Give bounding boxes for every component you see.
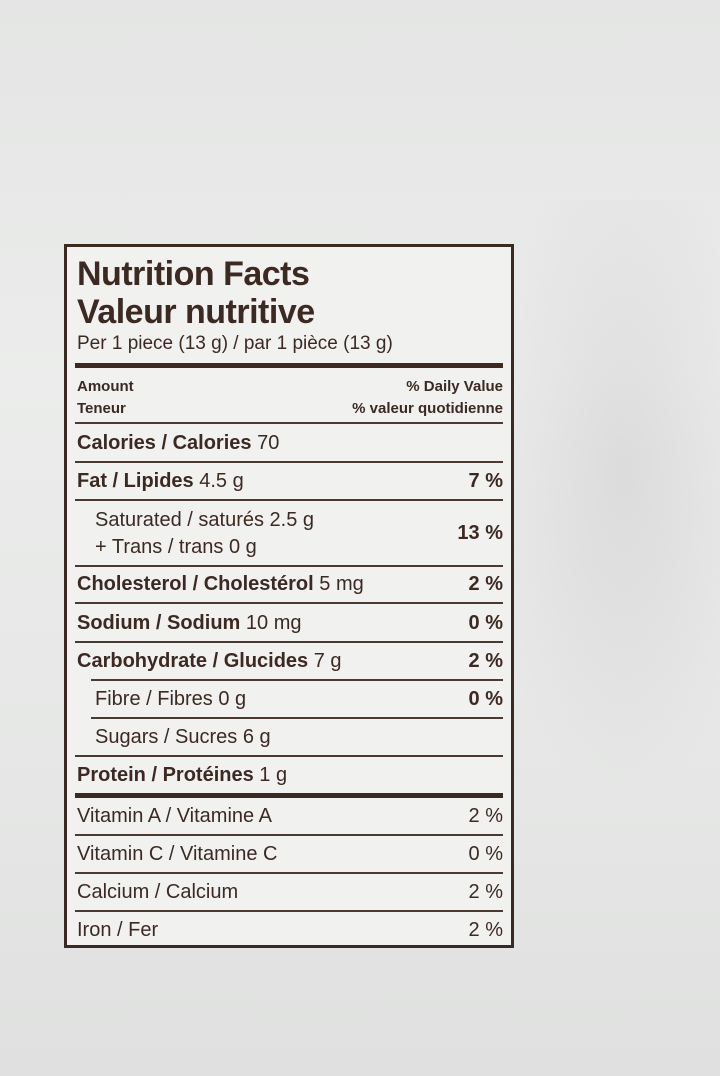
divider <box>75 461 503 463</box>
carbohydrate-value: 7 g <box>313 650 342 672</box>
saturated-label: Saturated / saturés <box>95 509 264 531</box>
sugars-value: 6 g <box>242 726 271 748</box>
amount-header: Amount Teneur <box>77 376 134 420</box>
divider <box>75 834 503 836</box>
divider <box>75 755 503 757</box>
background-shadow <box>480 200 720 800</box>
iron-label: Iron / Fer <box>77 919 159 941</box>
calories-label: Calories / Calories <box>77 432 252 454</box>
nutrition-facts-table: Nutrition Facts Valeur nutritive Per 1 p… <box>64 244 514 948</box>
calcium-label: Calcium / Calcium <box>77 881 239 903</box>
divider <box>75 872 503 874</box>
sat-trans-dv: 13 % <box>457 522 503 544</box>
divider-thick <box>75 363 503 368</box>
carbohydrate-dv: 2 % <box>468 650 503 672</box>
cholesterol-dv: 2 % <box>468 573 503 595</box>
divider-thick <box>75 793 503 798</box>
sodium-dv: 0 % <box>468 612 503 634</box>
divider <box>75 910 503 912</box>
daily-value-header-fr: % valeur quotidienne <box>352 400 503 417</box>
iron-dv: 2 % <box>468 919 503 941</box>
divider <box>91 717 503 719</box>
vitamin-a-dv: 2 % <box>468 805 503 827</box>
daily-value-header: % Daily Value % valeur quotidienne <box>352 376 503 420</box>
fat-value: 4.5 g <box>199 470 244 492</box>
vitamin-c-dv: 0 % <box>468 843 503 865</box>
fibre-label: Fibre / Fibres <box>95 688 213 710</box>
divider <box>75 565 503 567</box>
vitamin-a-label: Vitamin A / Vitamine A <box>77 805 272 827</box>
trans-value: 0 g <box>228 536 257 558</box>
serving-size: Per 1 piece (13 g) / par 1 pièce (13 g) <box>77 333 393 354</box>
saturated-value: 2.5 g <box>269 509 315 531</box>
fat-label: Fat / Lipides <box>77 470 194 492</box>
fibre-dv: 0 % <box>468 688 503 710</box>
trans-label: + Trans / trans <box>95 536 224 558</box>
divider <box>91 679 503 681</box>
fibre-value: 0 g <box>218 688 247 710</box>
calcium-dv: 2 % <box>468 881 503 903</box>
cholesterol-label: Cholesterol / Cholestérol <box>77 573 314 595</box>
cholesterol-value: 5 mg <box>319 573 364 595</box>
daily-value-header-en: % Daily Value <box>406 378 503 395</box>
title-english: Nutrition Facts <box>77 255 310 293</box>
sugars-label: Sugars / Sucres <box>95 726 238 748</box>
vitamin-c-label: Vitamin C / Vitamine C <box>77 843 278 865</box>
fat-dv: 7 % <box>468 470 503 492</box>
divider <box>75 422 503 424</box>
sodium-label: Sodium / Sodium <box>77 612 241 634</box>
divider <box>75 499 503 501</box>
sodium-value: 10 mg <box>245 612 302 634</box>
carbohydrate-label: Carbohydrate / Glucides <box>77 650 309 672</box>
divider <box>75 602 503 604</box>
calories-value: 70 <box>257 432 280 454</box>
amount-header-en: Amount <box>77 378 134 395</box>
protein-value: 1 g <box>259 764 288 786</box>
amount-header-fr: Teneur <box>77 400 126 417</box>
protein-label: Protein / Protéines <box>77 764 254 786</box>
title-french: Valeur nutritive <box>77 293 315 331</box>
divider <box>75 641 503 643</box>
